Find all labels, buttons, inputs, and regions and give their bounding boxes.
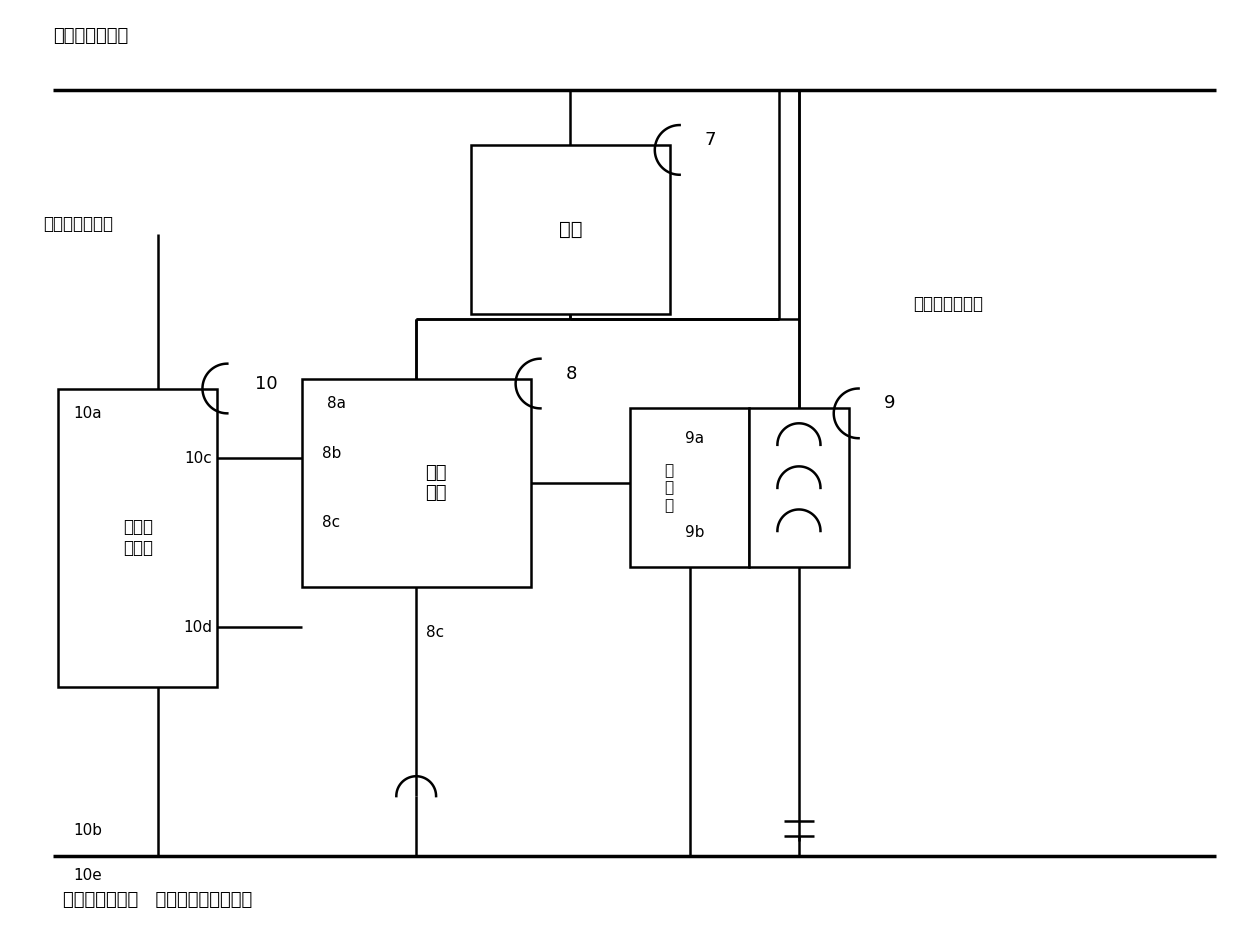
Text: 第一外接电源＋: 第一外接电源＋	[53, 27, 129, 45]
Bar	[58, 389, 217, 686]
Bar	[749, 409, 848, 568]
Text: 继
电
器: 继 电 器	[665, 463, 673, 513]
Text: 7: 7	[704, 131, 715, 149]
Text: 9a: 9a	[684, 430, 704, 446]
Text: 8c: 8c	[427, 625, 444, 640]
Text: 8c: 8c	[321, 515, 340, 530]
Text: 开关
电路: 开关 电路	[425, 464, 446, 502]
Text: 第一外接电源－   （第二外接电源－）: 第一外接电源－ （第二外接电源－）	[63, 891, 253, 909]
Bar	[630, 409, 749, 568]
Text: 9b: 9b	[684, 525, 704, 540]
Text: 第二外接电源＋: 第二外接电源＋	[914, 295, 983, 313]
Bar	[471, 145, 670, 314]
Text: 第二外接电源＋: 第二外接电源＋	[43, 215, 113, 233]
Bar	[301, 378, 531, 588]
Text: 8b: 8b	[321, 446, 341, 461]
Text: 10: 10	[255, 374, 278, 392]
Text: 负载: 负载	[558, 220, 582, 239]
Text: 10c: 10c	[185, 450, 212, 465]
Text: 8a: 8a	[326, 396, 346, 410]
Text: 10e: 10e	[73, 868, 102, 884]
Text: 8: 8	[565, 365, 577, 383]
Text: 10b: 10b	[73, 824, 102, 838]
Text: 9: 9	[883, 394, 895, 412]
Text: 10d: 10d	[184, 620, 212, 634]
Text: 单源驱
动电路: 单源驱 动电路	[123, 519, 153, 557]
Text: 10a: 10a	[73, 406, 102, 421]
